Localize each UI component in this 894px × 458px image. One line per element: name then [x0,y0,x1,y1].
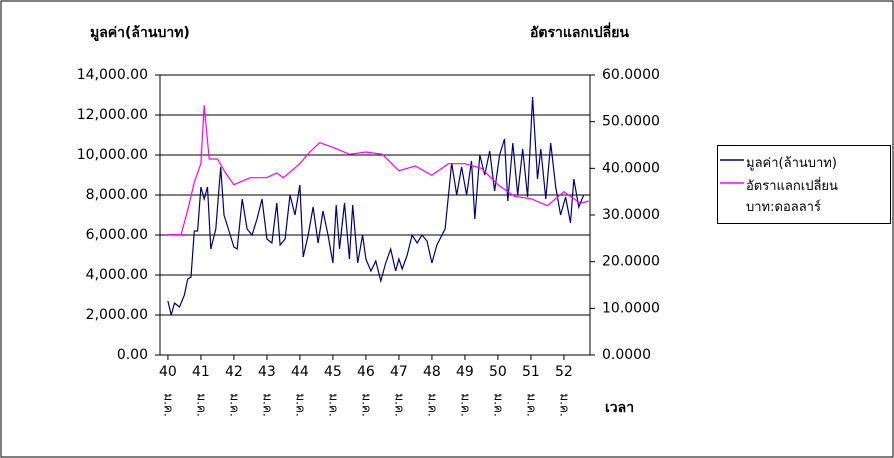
x-tick-sublabel: ม.ค. [326,393,340,417]
x-tick-sublabel: ม.ค. [260,393,274,417]
x-tick-sublabel: ม.ค. [227,393,241,417]
y-tick-label: 12,000.00 [77,107,148,123]
y2-tick-label: 20.0000 [602,254,660,270]
y-tick-label: 4,000.00 [86,267,148,283]
series-line [167,96,585,316]
y-axis-title: มูลค่า(ล้านบาท) [90,25,190,41]
legend-item: มูลค่า(ล้านบาท) [718,152,890,173]
x-tick-label: 40 [159,364,177,380]
series-line [167,105,589,236]
x-axis-title: เวลา [605,400,634,416]
x-tick-sublabel: ม.ค. [392,393,406,417]
x-tick-sublabel: ม.ค. [359,393,373,417]
y-tick-label: 2,000.00 [86,307,148,323]
x-tick-sublabel: ม.ค. [458,393,472,417]
y-tick-label: 0.00 [117,347,148,363]
x-tick-label: 42 [225,364,243,380]
y2-tick-label: 40.0000 [602,160,660,176]
x-tick-sublabel: ม.ค. [194,393,208,417]
x-tick-sublabel: ม.ค. [161,393,175,417]
x-tick-sublabel: ม.ค. [491,393,505,417]
x-tick-sublabel: ม.ค. [293,393,307,417]
y2-tick-label: 0.0000 [602,347,651,363]
x-tick-label: 51 [522,364,540,380]
legend: มูลค่า(ล้านบาท) อัตราแลกเปลี่ยน บาท:ดอลลา… [717,145,891,224]
x-tick-label: 44 [291,364,309,380]
y2-tick-label: 30.0000 [602,207,660,223]
y-tick-label: 10,000.00 [77,147,148,163]
x-tick-sublabel: ม.ค. [557,393,571,417]
legend-item: อัตราแลกเปลี่ยน บาท:ดอลลาร์ [718,175,890,217]
legend-label: มูลค่า(ล้านบาท) [746,156,837,171]
x-tick-label: 43 [258,364,276,380]
legend-swatch [720,159,744,161]
legend-label: อัตราแลกเปลี่ยน บาท:ดอลลาร์ [746,179,838,215]
x-tick-label: 46 [357,364,375,380]
y2-tick-label: 50.0000 [602,114,660,130]
legend-swatch [720,182,744,184]
x-tick-label: 45 [324,364,342,380]
x-tick-sublabel: ม.ค. [524,393,538,417]
y-tick-label: 6,000.00 [86,227,148,243]
y2-tick-label: 60.0000 [602,67,660,83]
x-tick-label: 52 [555,364,573,380]
y2-axis-title: อัตราแลกเปลี่ยน [530,22,629,41]
y-tick-label: 8,000.00 [86,187,148,203]
x-tick-sublabel: ม.ค. [425,393,439,417]
x-tick-label: 41 [192,364,210,380]
x-tick-label: 47 [390,364,408,380]
x-tick-label: 50 [489,364,507,380]
y2-tick-label: 10.0000 [602,300,660,316]
x-tick-label: 48 [423,364,441,380]
y-tick-label: 14,000.00 [77,67,148,83]
x-tick-label: 49 [456,364,474,380]
